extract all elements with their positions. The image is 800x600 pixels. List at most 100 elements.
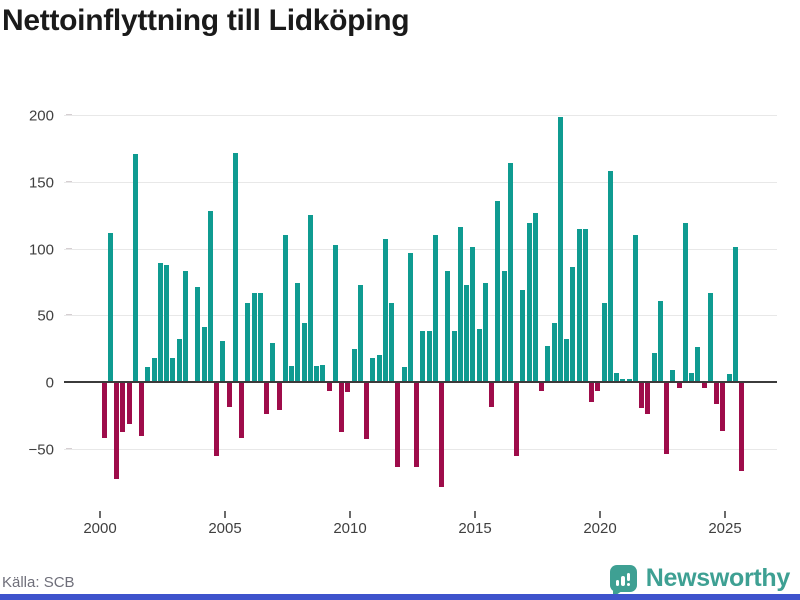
bar-positive [245, 303, 251, 382]
bar-negative [701, 383, 707, 389]
x-axis-label: 2005 [208, 520, 242, 537]
bar-negative [326, 383, 332, 391]
bar-negative [439, 383, 445, 487]
gridline [64, 115, 777, 117]
bar-negative [414, 383, 420, 467]
bar-positive [507, 163, 513, 382]
x-tick-mark [474, 511, 476, 518]
bar-positive [145, 367, 151, 382]
gridline [64, 448, 777, 450]
bar-positive [351, 348, 357, 382]
bar-negative [539, 383, 545, 391]
bar-positive [295, 283, 301, 382]
bar-positive [251, 292, 257, 382]
newsworthy-chart-bubble-icon [609, 565, 637, 597]
bar-negative [739, 383, 745, 471]
bar-positive [164, 264, 170, 382]
bar-negative [339, 383, 345, 433]
y-axis-label: 0 [45, 374, 54, 392]
bar-negative [276, 383, 282, 410]
bar-positive [382, 239, 388, 382]
x-tick-mark [224, 511, 226, 518]
bar-negative [120, 383, 126, 433]
bar-positive [195, 287, 201, 382]
bar-positive [470, 247, 476, 382]
logo-exclamation-icon [626, 573, 631, 586]
bar-positive [607, 171, 613, 382]
bar-positive [682, 223, 688, 382]
bar-negative [676, 383, 682, 389]
gridline [64, 315, 777, 317]
bar-positive [289, 366, 295, 382]
bar-negative [720, 383, 726, 431]
logo-bar-icon [615, 580, 620, 586]
bar-positive [495, 200, 501, 382]
bar-positive [476, 328, 482, 382]
bar-positive [732, 247, 738, 382]
y-axis-label: 150 [28, 174, 54, 192]
bar-positive [657, 300, 663, 382]
gridline [64, 248, 777, 250]
bar-positive [420, 331, 426, 382]
bar-negative [489, 383, 495, 407]
x-tick-mark [349, 511, 351, 518]
y-axis-label: 200 [28, 107, 54, 125]
bar-positive [632, 235, 638, 382]
bar-positive [176, 339, 182, 382]
gridline [64, 182, 777, 183]
bar-positive [551, 323, 557, 382]
bar-positive [626, 379, 632, 382]
x-axis-label: 2000 [83, 520, 117, 537]
x-axis-label: 2010 [333, 520, 367, 537]
bar-positive [432, 235, 438, 382]
bar-positive [689, 372, 695, 382]
bar-positive [170, 358, 176, 382]
bar-positive [526, 223, 532, 382]
bar-positive [482, 283, 488, 382]
x-axis-label: 2020 [583, 520, 617, 537]
bar-positive [332, 244, 338, 382]
x-tick-mark [599, 511, 601, 518]
bar-positive [557, 116, 563, 382]
bar-negative [645, 383, 651, 414]
bar-negative [395, 383, 401, 467]
bar-positive [620, 379, 626, 382]
bar-negative [345, 383, 351, 393]
bar-negative [139, 383, 145, 437]
bar-positive [182, 271, 188, 382]
bar-positive [282, 235, 288, 382]
bar-positive [707, 292, 713, 382]
y-axis-label: 50 [37, 307, 54, 325]
newsworthy-wordmark: Newsworthy [645, 564, 791, 592]
bar-positive [445, 271, 451, 382]
bar-negative [114, 383, 120, 479]
source-label: Källa: SCB [2, 574, 75, 591]
bar-positive [570, 267, 576, 382]
bar-negative [595, 383, 601, 391]
bar-positive [270, 343, 276, 382]
bar-positive [357, 284, 363, 382]
bar-positive [564, 339, 570, 382]
bar-negative [514, 383, 520, 457]
bar-negative [714, 383, 720, 405]
bar-positive [220, 340, 226, 382]
bar-positive [401, 367, 407, 382]
chart-title: Nettoinflyttning till Lidköping [2, 4, 410, 37]
bar-positive [457, 227, 463, 382]
bar-positive [307, 215, 313, 382]
bar-positive [132, 154, 138, 382]
bar-negative [264, 383, 270, 414]
bar-positive [376, 355, 382, 382]
bar-positive [582, 228, 588, 382]
x-tick-mark [724, 511, 726, 518]
bar-positive [314, 366, 320, 382]
bar-negative [589, 383, 595, 402]
bar-positive [389, 303, 395, 382]
bar-positive [651, 352, 657, 382]
bar-positive [107, 232, 113, 382]
bar-positive [151, 358, 157, 382]
bar-positive [695, 347, 701, 382]
newsworthy-logo: Newsworthy [609, 564, 791, 597]
bar-positive [576, 228, 582, 382]
x-tick-mark [99, 511, 101, 518]
